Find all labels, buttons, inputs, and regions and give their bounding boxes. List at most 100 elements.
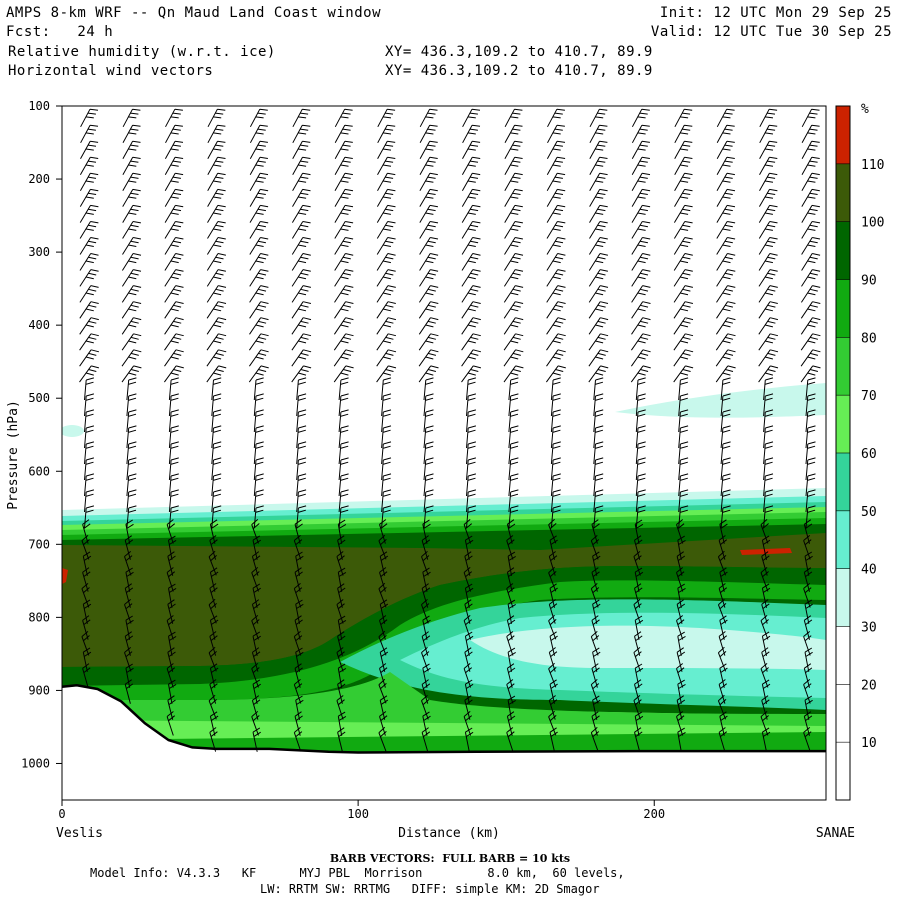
wind-barb (673, 349, 694, 367)
wind-barb (79, 349, 100, 367)
wind-barb (466, 505, 477, 529)
wind-barb (423, 393, 434, 417)
wind-barb (673, 301, 694, 319)
wind-barb (633, 647, 642, 672)
wind-barb (164, 333, 184, 351)
wind-barb (464, 695, 473, 720)
wind-barb (423, 473, 434, 497)
colorbar-bin (836, 510, 850, 569)
wind-barb (333, 333, 354, 351)
wind-barb (166, 567, 176, 592)
wind-barb (208, 694, 217, 720)
wind-barb (164, 285, 184, 303)
wind-barb (418, 365, 439, 383)
wind-barb (166, 663, 176, 688)
wind-barb (549, 583, 558, 608)
wind-barb (121, 333, 142, 351)
wind-barb (338, 489, 349, 513)
wind-barb (122, 172, 141, 191)
wind-barb (121, 365, 142, 383)
wind-barb (550, 393, 561, 417)
wind-barb (419, 253, 439, 271)
wind-barb (805, 505, 816, 529)
colorbar-bin (836, 684, 850, 743)
wind-barb (674, 108, 693, 128)
wind-barb (378, 678, 387, 704)
x-axis-label: Distance (km) (398, 826, 500, 841)
wind-barb (291, 237, 311, 255)
wind-barb (164, 237, 184, 255)
colorbar-bin (836, 279, 850, 338)
wind-barb (588, 237, 608, 255)
wind-barb (758, 253, 778, 271)
wind-barb (631, 237, 651, 255)
wind-barb (291, 317, 312, 335)
wind-barb (801, 188, 820, 207)
wind-barb (163, 365, 184, 383)
wind-barb (376, 365, 397, 383)
wind-barb (251, 695, 261, 720)
wind-barb (211, 489, 222, 513)
wind-barb (248, 349, 269, 367)
wind-barb (461, 285, 481, 303)
xy-range-2: XY= 436.3,109.2 to 410.7, 89.9 (385, 63, 653, 79)
wind-barb (588, 301, 609, 319)
wind-barb (674, 188, 693, 207)
wind-barb (379, 647, 389, 672)
wind-barb (676, 551, 686, 576)
wind-barb (334, 172, 353, 191)
wind-barb (84, 489, 95, 513)
wind-barb (334, 108, 353, 128)
wind-barb (631, 301, 651, 319)
wind-barb (548, 614, 557, 640)
wind-barb (546, 317, 566, 335)
wind-barb (719, 615, 728, 640)
wind-barb (79, 333, 99, 351)
wind-barb (678, 473, 689, 497)
wind-barb (334, 221, 354, 239)
wind-barb (419, 140, 438, 159)
wind-barb (376, 221, 396, 239)
wind-barb (631, 204, 651, 223)
wind-barb (589, 204, 608, 223)
wind-barb (504, 237, 523, 255)
wind-barb (715, 333, 736, 351)
colorbar-bin (836, 453, 850, 511)
wind-barb (800, 365, 821, 383)
wind-barb (631, 140, 650, 159)
wind-barb (294, 567, 303, 592)
wind-barb (464, 551, 473, 576)
wind-barb (168, 631, 177, 656)
wind-barb (338, 409, 349, 433)
wind-barb (381, 377, 392, 401)
wind-barb (207, 188, 226, 207)
wind-barb (504, 156, 523, 175)
wind-barb (673, 365, 694, 383)
wind-barb (803, 679, 812, 704)
wind-barb (376, 301, 396, 319)
wind-barb (716, 253, 736, 271)
wind-barb (720, 473, 731, 497)
wind-barb (592, 647, 601, 672)
wind-barb (548, 695, 558, 720)
wind-barb (423, 409, 434, 433)
wind-barb (676, 615, 685, 640)
wind-barb (164, 253, 184, 271)
wind-barb (466, 473, 477, 497)
wind-barb (337, 631, 346, 656)
wind-barb (550, 505, 561, 529)
wind-barb (253, 505, 264, 529)
wind-barb (294, 615, 303, 640)
wind-barb (804, 647, 813, 672)
wind-barb (461, 253, 481, 271)
wind-barb (423, 505, 434, 529)
wind-barb (79, 365, 100, 383)
wind-barb (79, 253, 99, 271)
wind-barb (249, 172, 269, 191)
wind-barb (763, 409, 774, 433)
wind-barb (121, 285, 142, 303)
wind-barb (803, 567, 813, 592)
wind-barb (418, 317, 439, 335)
wind-barb (507, 599, 516, 624)
wind-barb (761, 583, 771, 608)
